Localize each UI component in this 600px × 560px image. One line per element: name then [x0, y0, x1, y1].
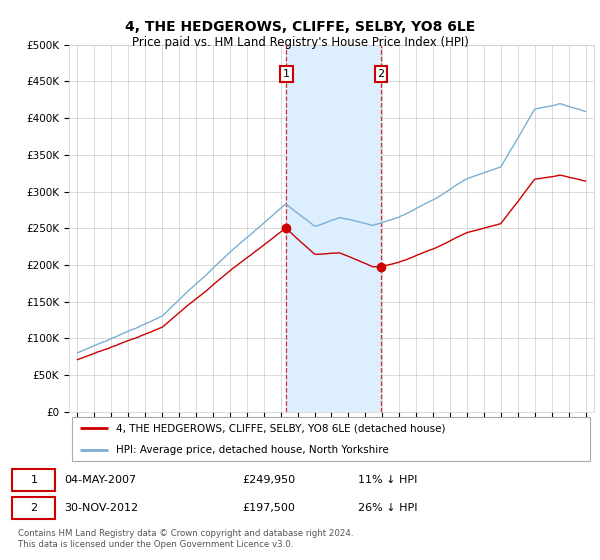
Text: Price paid vs. HM Land Registry's House Price Index (HPI): Price paid vs. HM Land Registry's House … [131, 36, 469, 49]
Text: 11% ↓ HPI: 11% ↓ HPI [358, 475, 417, 484]
Text: 2: 2 [377, 69, 385, 79]
Text: £197,500: £197,500 [242, 503, 295, 513]
Text: 2: 2 [31, 503, 37, 513]
FancyBboxPatch shape [12, 469, 55, 491]
Text: 4, THE HEDGEROWS, CLIFFE, SELBY, YO8 6LE: 4, THE HEDGEROWS, CLIFFE, SELBY, YO8 6LE [125, 20, 475, 34]
Text: HPI: Average price, detached house, North Yorkshire: HPI: Average price, detached house, Nort… [116, 445, 389, 455]
Text: 4, THE HEDGEROWS, CLIFFE, SELBY, YO8 6LE (detached house): 4, THE HEDGEROWS, CLIFFE, SELBY, YO8 6LE… [116, 423, 446, 433]
FancyBboxPatch shape [71, 417, 590, 461]
Text: £249,950: £249,950 [242, 475, 296, 484]
Text: 1: 1 [31, 475, 37, 484]
Text: 30-NOV-2012: 30-NOV-2012 [64, 503, 138, 513]
Text: 1: 1 [283, 69, 290, 79]
Text: Contains HM Land Registry data © Crown copyright and database right 2024.
This d: Contains HM Land Registry data © Crown c… [18, 529, 353, 549]
Text: 26% ↓ HPI: 26% ↓ HPI [358, 503, 417, 513]
FancyBboxPatch shape [12, 497, 55, 519]
Text: 04-MAY-2007: 04-MAY-2007 [64, 475, 136, 484]
Bar [286, 45, 381, 412]
